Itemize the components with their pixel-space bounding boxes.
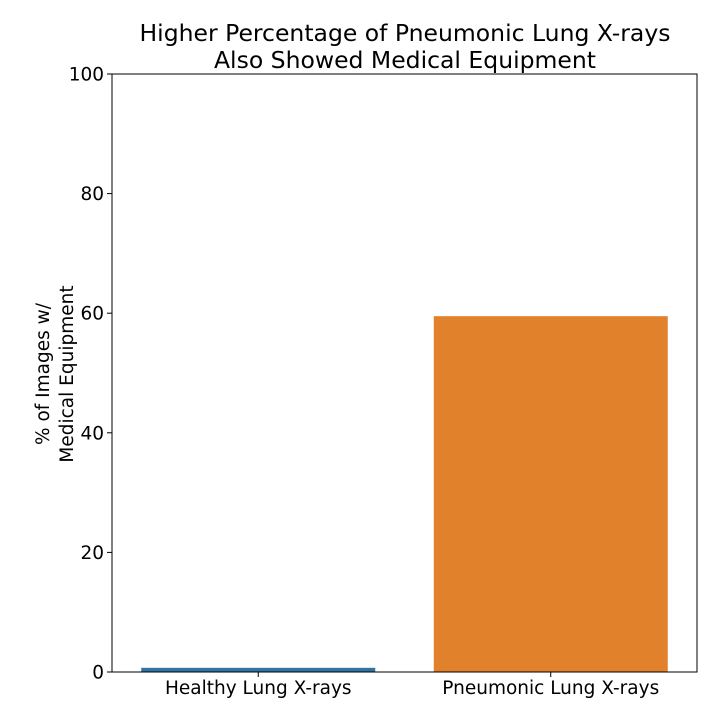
chart-title-line-2: Also Showed Medical Equipment [214,46,596,74]
y-axis-label-line-1: % of Images w/ [33,302,54,445]
bar-healthy-lung-x-rays [141,667,376,672]
y-tick-label: 20 [80,543,104,564]
x-tick-label: Pneumonic Lung X-rays [442,678,659,699]
y-tick-label: 60 [80,304,104,325]
y-tick-label: 0 [92,663,104,684]
x-tick-label: Healthy Lung X-rays [165,678,352,699]
x-ticks-group: Healthy Lung X-rays Pneumonic Lung X-rays [165,672,659,699]
y-ticks-group: 0 20 40 60 80 100 [69,65,112,684]
y-tick-label: 40 [80,423,104,444]
y-tick-label: 100 [69,65,104,86]
chart-title-line-1: Higher Percentage of Pneumonic Lung X-ra… [140,19,671,47]
y-tick-label: 80 [80,184,104,205]
y-axis-label-line-2: Medical Equipment [57,285,78,462]
bars-group [141,316,668,672]
bar-pneumonic-lung-x-rays [433,316,668,672]
plot-frame [111,73,698,673]
